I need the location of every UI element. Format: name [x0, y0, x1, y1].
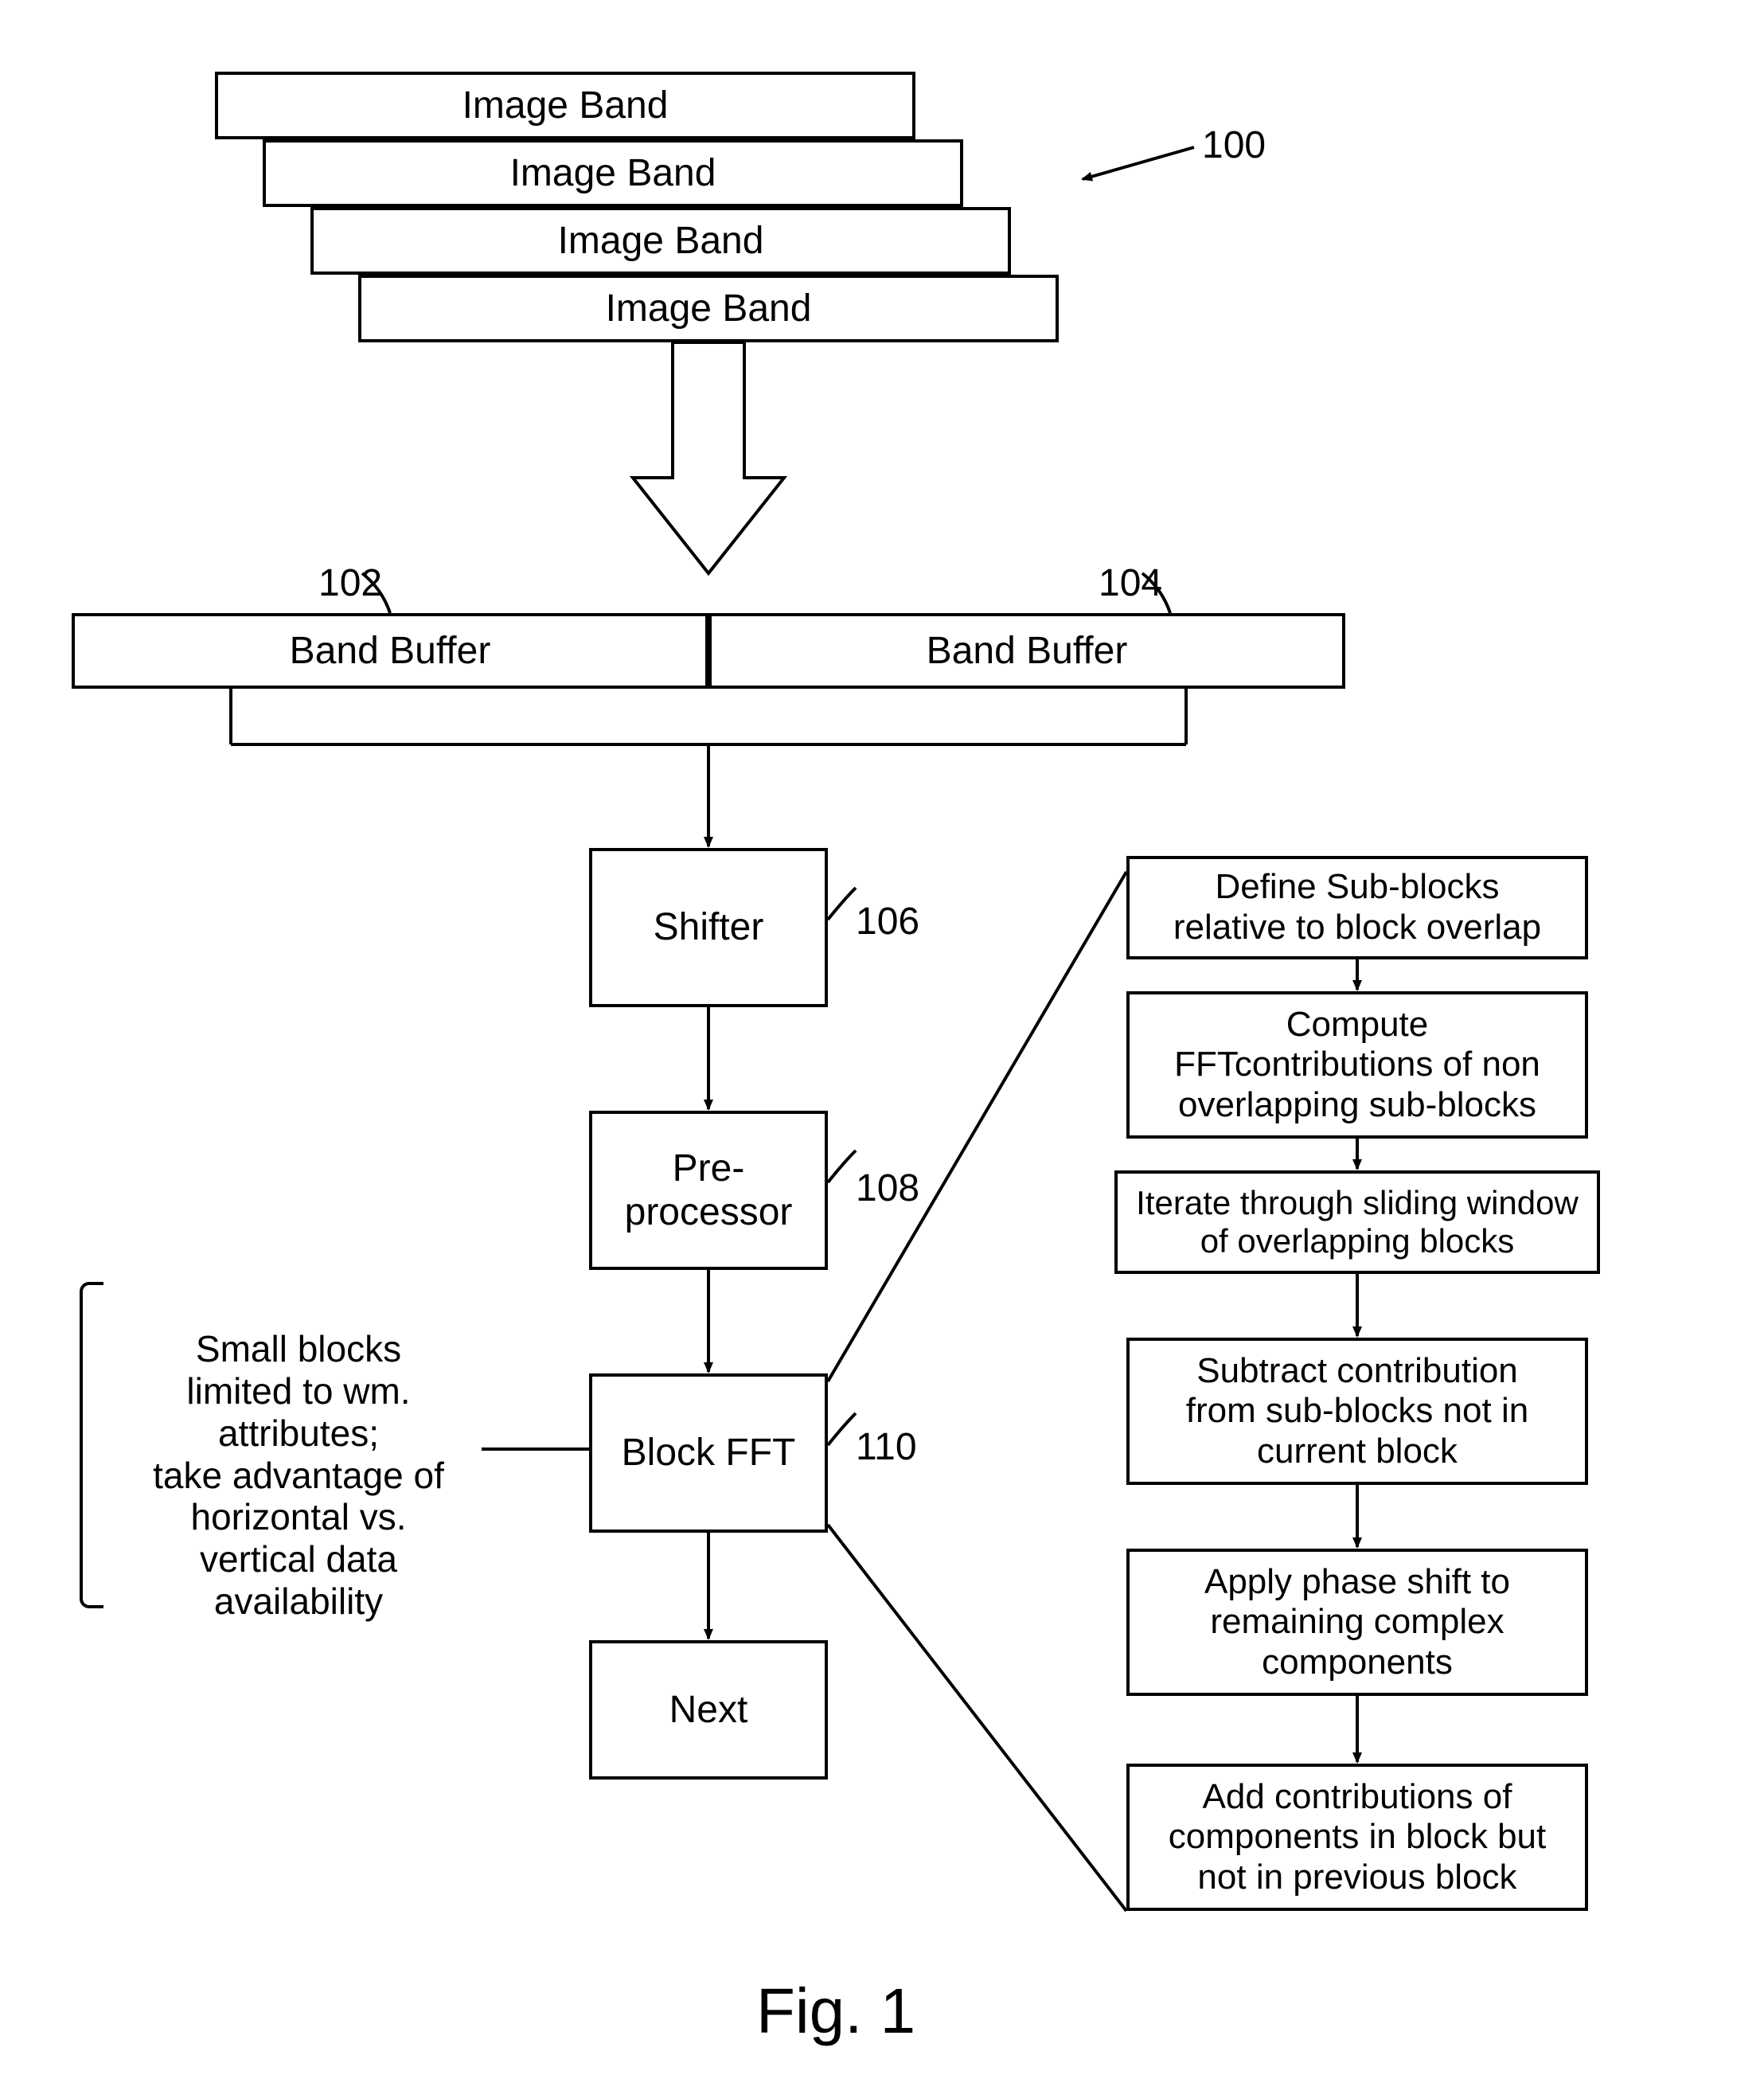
blockfft-label: Block FFT — [622, 1431, 796, 1475]
detail-box-2: Compute FFTcontributions of non overlapp… — [1126, 991, 1588, 1139]
left-note-text: Small blocks limited to wm. attributes; … — [107, 1286, 490, 1623]
shifter-label: Shifter — [654, 905, 764, 949]
detail-box-5: Apply phase shift to remaining complex c… — [1126, 1549, 1588, 1696]
detail-1-label: Define Sub-blocks relative to block over… — [1173, 867, 1541, 947]
band-buffer-left-label: Band Buffer — [290, 629, 491, 673]
next-label: Next — [669, 1688, 748, 1732]
blockfft-box: Block FFT — [589, 1373, 828, 1533]
image-band-2-label: Image Band — [510, 151, 716, 195]
figure-caption: Fig. 1 — [756, 1975, 915, 2048]
detail-3-label: Iterate through sliding window of overla… — [1136, 1184, 1579, 1261]
ref-104: 104 — [1099, 561, 1162, 605]
shifter-box: Shifter — [589, 848, 828, 1007]
next-box: Next — [589, 1640, 828, 1780]
band-buffer-left: Band Buffer — [72, 613, 708, 689]
image-band-4-label: Image Band — [606, 287, 812, 330]
preprocessor-label: Pre- processor — [625, 1147, 793, 1234]
detail-box-4: Subtract contribution from sub-blocks no… — [1126, 1338, 1588, 1485]
ref-110: 110 — [856, 1425, 917, 1469]
band-buffer-right-label: Band Buffer — [927, 629, 1128, 673]
image-band-3-label: Image Band — [558, 219, 764, 263]
detail-2-label: Compute FFTcontributions of non overlapp… — [1174, 1005, 1540, 1126]
left-note-bracket — [80, 1282, 103, 1608]
ref-108: 108 — [856, 1166, 919, 1210]
image-band-4: Image Band — [358, 275, 1059, 342]
figure-canvas: Image Band Image Band Image Band Image B… — [0, 0, 1764, 2098]
detail-5-label: Apply phase shift to remaining complex c… — [1204, 1562, 1510, 1683]
preprocessor-box: Pre- processor — [589, 1111, 828, 1270]
image-band-3: Image Band — [310, 207, 1011, 275]
ref-100: 100 — [1202, 123, 1266, 167]
detail-6-label: Add contributions of components in block… — [1169, 1777, 1547, 1898]
detail-box-1: Define Sub-blocks relative to block over… — [1126, 856, 1588, 959]
detail-box-6: Add contributions of components in block… — [1126, 1764, 1588, 1911]
ref-106: 106 — [856, 900, 919, 944]
detail-4-label: Subtract contribution from sub-blocks no… — [1186, 1351, 1528, 1472]
image-band-1-label: Image Band — [462, 84, 669, 127]
detail-box-3: Iterate through sliding window of overla… — [1114, 1170, 1600, 1274]
band-buffer-right: Band Buffer — [708, 613, 1345, 689]
image-band-2: Image Band — [263, 139, 963, 207]
image-band-1: Image Band — [215, 72, 915, 139]
ref-102: 102 — [318, 561, 382, 605]
